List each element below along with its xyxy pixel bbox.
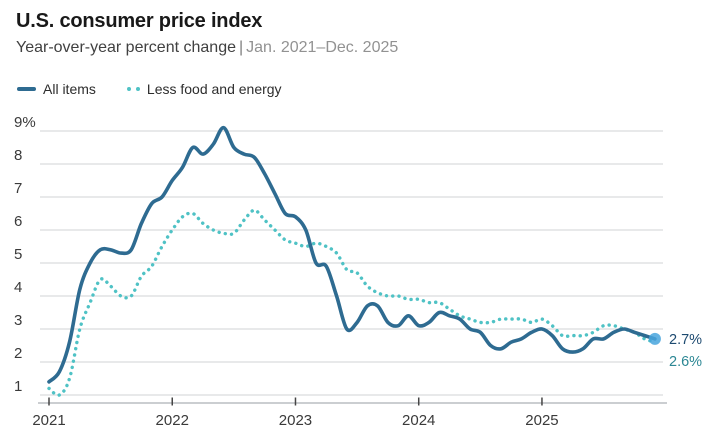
y-axis-label: 6 xyxy=(14,213,22,230)
chart-subtitle: Year-over-year percent change | Jan. 2021–… xyxy=(16,39,398,57)
core-cpi-line xyxy=(47,208,657,397)
legend-label-all-items: All items xyxy=(43,81,96,97)
subtitle-measure: Year-over-year percent change xyxy=(16,39,236,56)
y-axis-label: 5 xyxy=(14,246,22,263)
x-axis-label: 2023 xyxy=(279,412,312,429)
less-food-energy-dotted-swatch xyxy=(126,87,140,91)
x-axis-label: 2025 xyxy=(525,412,558,429)
chart-title: U.S. consumer price index xyxy=(16,10,263,32)
x-axis-label: 2024 xyxy=(402,412,435,429)
y-axis-label: 3 xyxy=(14,312,22,329)
x-axis-label: 2022 xyxy=(156,412,189,429)
end-value-label: 2.6% xyxy=(669,354,702,370)
y-axis-label: 1 xyxy=(14,378,22,395)
legend-item-less-food-energy: Less food and energy xyxy=(126,81,282,97)
legend-item-all-items: All items xyxy=(17,81,96,97)
subtitle-separator: | xyxy=(238,39,244,56)
x-axis-label: 2021 xyxy=(32,412,65,429)
legend-label-less-food-energy: Less food and energy xyxy=(146,81,282,97)
y-axis-label: 8 xyxy=(14,147,22,164)
y-axis-label: 7 xyxy=(14,180,22,197)
all-items-line-swatch xyxy=(17,87,36,91)
legend: All items Less food and energy xyxy=(17,81,282,97)
y-axis-label: 2 xyxy=(14,345,22,362)
subtitle-date-range: Jan. 2021–Dec. 2025 xyxy=(246,39,399,56)
all-items-line xyxy=(47,125,657,384)
y-axis-label: 4 xyxy=(14,279,22,296)
y-axis-label: 9% xyxy=(14,114,36,131)
end-value-label: 2.7% xyxy=(669,332,702,348)
latest-value-marker xyxy=(648,332,661,345)
